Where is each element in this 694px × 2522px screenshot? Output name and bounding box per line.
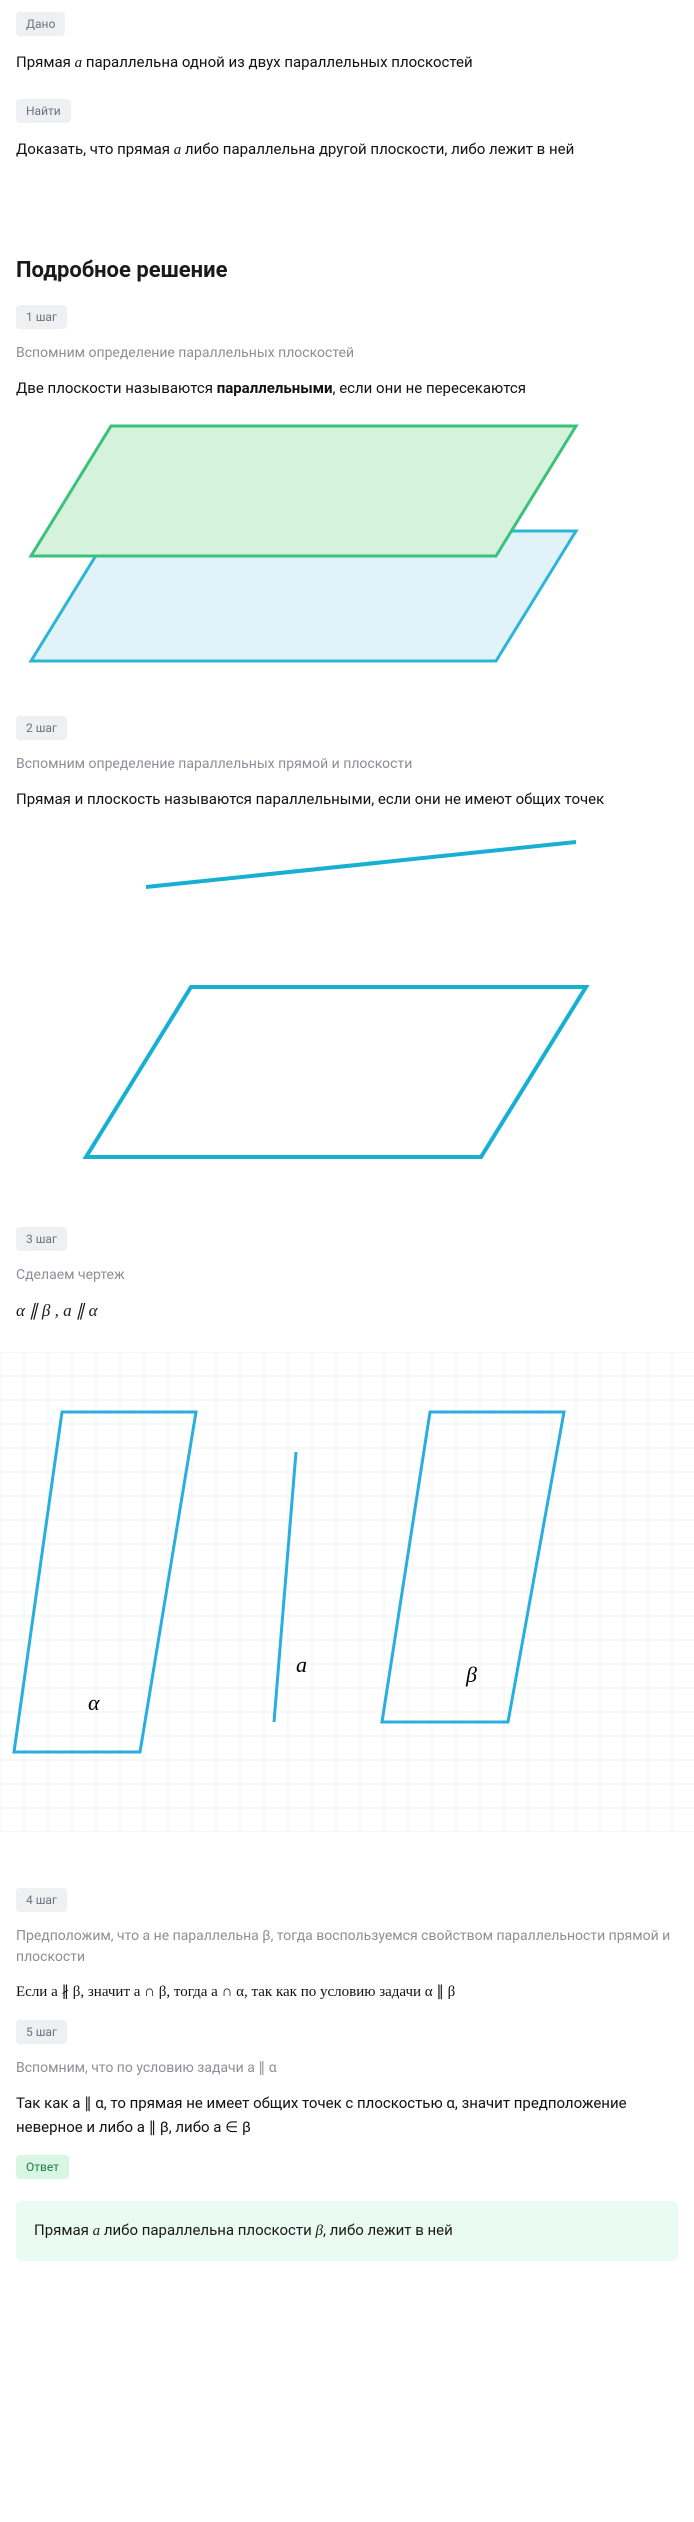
- find-text: Доказать, что прямая a либо параллельна …: [16, 137, 678, 162]
- answer-tag: Ответ: [16, 2155, 69, 2179]
- fig3-label-alpha: α: [88, 1690, 100, 1715]
- fig3-label-a: a: [296, 1652, 307, 1677]
- find-text-post: либо параллельна другой плоскости, либо …: [181, 140, 574, 158]
- step2-body: Прямая и плоскость называются параллельн…: [16, 787, 678, 811]
- answer-text-var2: β: [315, 2223, 322, 2239]
- fig1-top-plane: [31, 426, 576, 556]
- step1-body-bold: параллельными: [217, 379, 333, 397]
- fig3-label-beta: β: [465, 1662, 477, 1687]
- grid-lines: [0, 1352, 694, 1832]
- step4-caption: Предположим, что a не параллельна β, тог…: [16, 1926, 678, 1968]
- given-text-pre: Прямая: [16, 53, 75, 71]
- find-tag: Найти: [16, 99, 71, 123]
- step2-tag: 2 шаг: [16, 716, 67, 740]
- answer-box: Прямая a либо параллельна плоскости β, л…: [16, 2201, 678, 2261]
- figure-grid-planes: α a β: [0, 1352, 694, 1832]
- answer-text-var: a: [93, 2223, 101, 2239]
- fig3-line-a: [274, 1452, 296, 1722]
- section-title: Подробное решение: [16, 254, 678, 287]
- step3-tag: 3 шаг: [16, 1227, 67, 1251]
- step5-body: Так как a ∥ α, то прямая не имеет общих …: [16, 2091, 678, 2139]
- step4-caption-var2: β: [262, 1928, 270, 1944]
- step5-tag: 5 шаг: [16, 2020, 67, 2044]
- step4-tag: 4 шаг: [16, 1888, 67, 1912]
- step1-tag: 1 шаг: [16, 305, 67, 329]
- figure-parallel-planes: [16, 416, 596, 676]
- given-text: Прямая a параллельна одной из двух парал…: [16, 50, 678, 75]
- answer-text-post: , либо лежит в ней: [323, 2221, 453, 2239]
- fig2-line: [146, 842, 576, 887]
- step1-body-post: , если они не пересекаются: [333, 379, 526, 397]
- step3-math: α ∥ β , a ∥ α: [16, 1298, 678, 1324]
- step4-caption-mid: не параллельна: [150, 1928, 262, 1944]
- fig2-plane: [86, 987, 586, 1157]
- figure-line-plane: [16, 827, 656, 1187]
- step5-caption: Вспомним, что по условию задачи a ∥ α: [16, 2058, 678, 2079]
- step1-body: Две плоскости называются параллельными, …: [16, 376, 678, 400]
- step1-caption: Вспомним определение параллельных плоско…: [16, 343, 678, 364]
- answer-text-pre: Прямая: [34, 2221, 93, 2239]
- step2-caption: Вспомним определение параллельных прямой…: [16, 754, 678, 775]
- step3-caption: Сделаем чертеж: [16, 1265, 678, 1286]
- find-text-pre: Доказать, что прямая: [16, 140, 174, 158]
- given-tag: Дано: [16, 12, 65, 36]
- given-text-post: параллельна одной из двух параллельных п…: [82, 53, 473, 71]
- given-text-var: a: [75, 55, 83, 71]
- fig3-plane-alpha: [14, 1412, 196, 1752]
- step1-body-pre: Две плоскости называются: [16, 379, 217, 397]
- step4-body: Если a ∦ β, значит a ∩ β, тогда a ∩ α, т…: [16, 1980, 678, 2004]
- step4-caption-pre: Предположим, что: [16, 1928, 143, 1944]
- answer-text-mid: либо параллельна плоскости: [100, 2221, 315, 2239]
